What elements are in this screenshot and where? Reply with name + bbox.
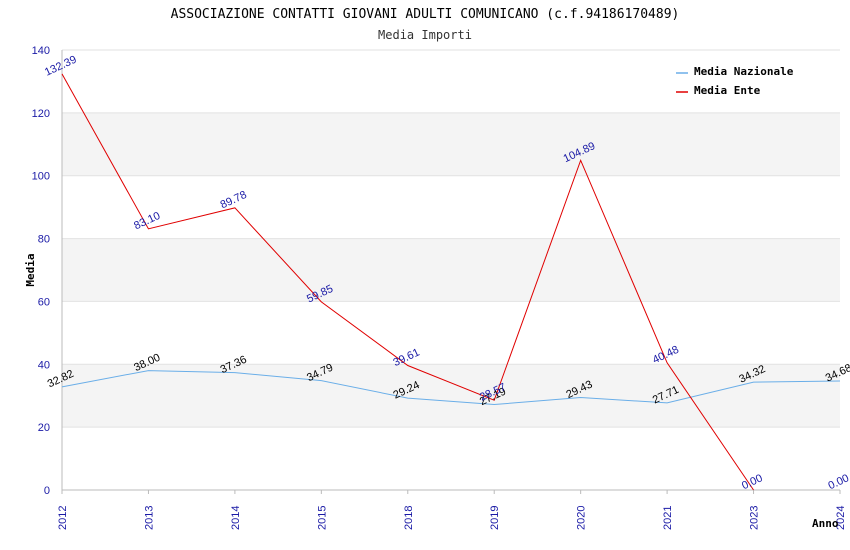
y-tick-label: 100 [32, 171, 50, 183]
y-axis-title: Media [24, 253, 37, 286]
x-tick-label: 2018 [403, 506, 415, 530]
legend: Media Nazionale Media Ente [676, 65, 794, 97]
x-axis-title: Anno [812, 517, 839, 530]
y-tick-labels: 0 20 40 60 80 100 120 140 [32, 45, 50, 497]
x-tick-label: 2014 [230, 506, 242, 530]
grid-lines [62, 49, 840, 491]
grid-band [62, 112, 840, 176]
data-label: 40.48 [651, 344, 681, 367]
series-line-ente [61, 73, 754, 491]
series-line-nazionale [61, 370, 841, 406]
y-tick-label: 20 [38, 422, 50, 434]
series-layer [61, 73, 841, 491]
x-tick-labels: 2012 2013 2014 2015 2018 2019 2020 2021 2023 2024 [57, 490, 847, 530]
x-tick-label: 2021 [662, 506, 674, 530]
y-tick-label: 60 [38, 296, 50, 308]
x-tick-label: 2015 [316, 506, 328, 530]
x-tick-label: 2019 [489, 506, 501, 530]
x-tick-label: 2013 [143, 506, 155, 530]
y-tick-label: 80 [38, 234, 50, 246]
grid-band [62, 238, 840, 302]
x-tick-label: 2020 [576, 506, 588, 530]
y-tick-label: 120 [32, 108, 50, 120]
x-tick-label: 2023 [749, 506, 761, 530]
chart-title: ASSOCIAZIONE CONTATTI GIOVANI ADULTI COM… [171, 7, 680, 22]
data-label: 83.10 [132, 210, 162, 233]
grid-band [62, 364, 840, 428]
data-label: 0.00 [826, 472, 850, 492]
grid-bands [62, 112, 840, 428]
y-tick-label: 140 [32, 45, 50, 57]
y-tick-label: 0 [44, 485, 50, 497]
legend-label-ente: Media Ente [694, 84, 761, 97]
chart-subtitle: Media Importi [378, 28, 472, 42]
x-tick-label: 2012 [57, 506, 69, 530]
y-tick-label: 40 [38, 359, 50, 371]
data-label: 132.39 [43, 54, 79, 79]
x-tick-label: 2024 [835, 506, 847, 530]
legend-label-nazionale: Media Nazionale [694, 65, 794, 78]
